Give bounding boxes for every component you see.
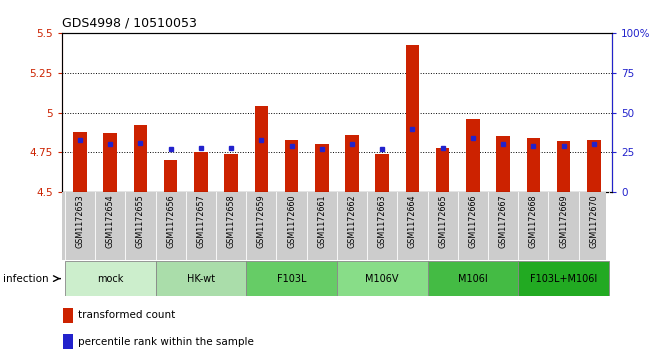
Text: GSM1172657: GSM1172657 [197, 195, 205, 248]
Text: M106I: M106I [458, 274, 488, 284]
Text: GSM1172665: GSM1172665 [438, 195, 447, 248]
Text: GDS4998 / 10510053: GDS4998 / 10510053 [62, 16, 197, 29]
Text: GSM1172653: GSM1172653 [76, 195, 85, 248]
Text: transformed count: transformed count [78, 310, 176, 321]
Bar [64, 334, 74, 349]
Bar [466, 119, 480, 192]
Bar [64, 308, 74, 323]
Text: infection: infection [3, 274, 49, 284]
Bar [194, 152, 208, 192]
Bar [246, 261, 337, 296]
Text: M106V: M106V [365, 274, 399, 284]
Bar [164, 160, 178, 192]
Text: GSM1172663: GSM1172663 [378, 195, 387, 248]
Text: F103L: F103L [277, 274, 307, 284]
Bar [436, 148, 449, 192]
Bar [406, 45, 419, 192]
Text: GSM1172666: GSM1172666 [469, 195, 477, 248]
Text: GSM1172667: GSM1172667 [499, 195, 508, 248]
Text: GSM1172655: GSM1172655 [136, 195, 145, 248]
Text: F103L+M106I: F103L+M106I [530, 274, 597, 284]
Text: GSM1172661: GSM1172661 [317, 195, 326, 248]
Bar [315, 144, 329, 192]
Text: GSM1172654: GSM1172654 [105, 195, 115, 248]
Bar [337, 261, 428, 296]
Text: GSM1172660: GSM1172660 [287, 195, 296, 248]
Bar [104, 133, 117, 192]
Bar [557, 141, 570, 192]
Text: GSM1172670: GSM1172670 [589, 195, 598, 248]
Bar [73, 132, 87, 192]
Bar [156, 261, 246, 296]
Bar [518, 261, 609, 296]
Bar [345, 135, 359, 192]
Bar [225, 154, 238, 192]
Text: GSM1172658: GSM1172658 [227, 195, 236, 248]
Bar [284, 140, 298, 192]
Bar [376, 154, 389, 192]
Text: GSM1172664: GSM1172664 [408, 195, 417, 248]
Text: GSM1172662: GSM1172662 [348, 195, 357, 248]
Text: GSM1172656: GSM1172656 [166, 195, 175, 248]
Bar [65, 261, 156, 296]
Text: mock: mock [97, 274, 124, 284]
Bar [133, 125, 147, 192]
Text: GSM1172659: GSM1172659 [257, 195, 266, 248]
Text: percentile rank within the sample: percentile rank within the sample [78, 337, 255, 347]
Text: GSM1172669: GSM1172669 [559, 195, 568, 248]
Text: GSM1172668: GSM1172668 [529, 195, 538, 248]
Bar [255, 106, 268, 192]
Bar [527, 138, 540, 192]
Bar [428, 261, 518, 296]
Bar [496, 136, 510, 192]
Bar [587, 140, 601, 192]
Text: HK-wt: HK-wt [187, 274, 215, 284]
